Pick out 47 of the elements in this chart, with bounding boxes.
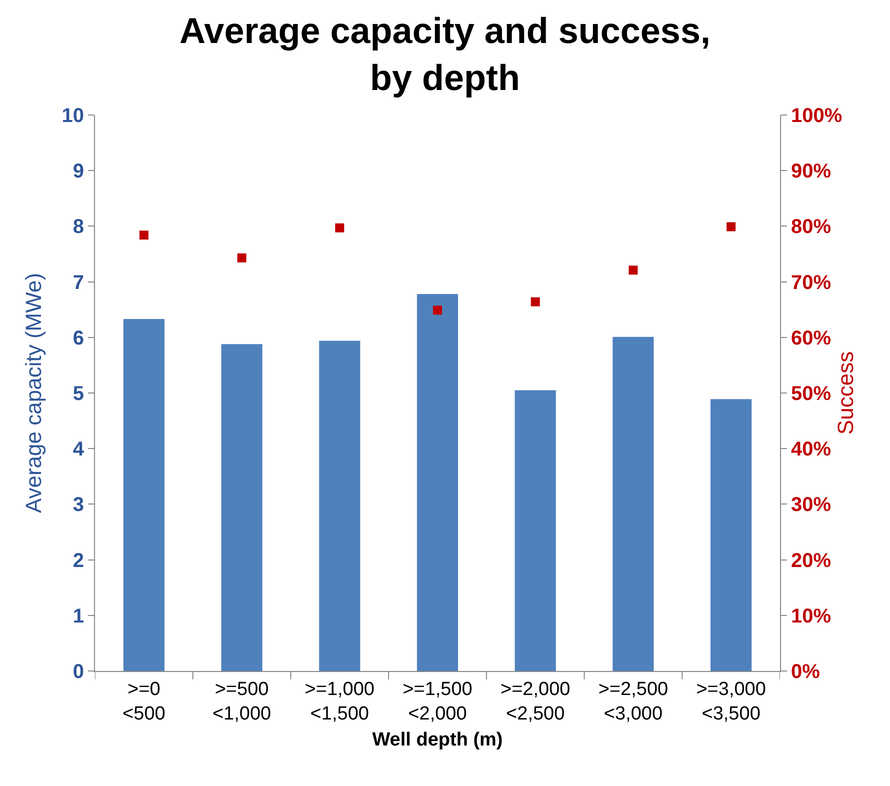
point <box>628 266 638 275</box>
bar <box>416 294 458 671</box>
y-tick-label: 0 <box>72 661 84 683</box>
y2-tick-label: 30% <box>791 494 832 516</box>
x-tick-label: >=2,500 <3,000 <box>598 678 668 724</box>
chart-title: Average capacity and success, by depth <box>180 10 710 98</box>
point <box>335 223 344 232</box>
point <box>530 297 540 306</box>
y-tick-label: 10 <box>62 105 84 127</box>
x-tick-label: >=1,000 <1,500 <box>304 678 375 724</box>
x-tick-label: >=3,000 <3,500 <box>696 678 766 724</box>
y-axis-title: Average capacity (MWe) <box>21 272 46 514</box>
y2-tick-label: 20% <box>791 550 832 572</box>
x-tick-label: >=1,500 <2,000 <box>402 678 472 724</box>
y2-tick-label: 50% <box>791 383 832 405</box>
y2-tick-label: 70% <box>791 272 832 294</box>
point <box>237 253 246 262</box>
x-tick-label: >=0 <500 <box>122 678 166 724</box>
y2-tick-label: 60% <box>791 327 832 350</box>
y2-tick-label: 80% <box>791 216 832 238</box>
y2-tick-label: 0% <box>791 661 820 683</box>
y2-tick-label: 40% <box>791 438 832 461</box>
point <box>726 222 736 232</box>
y-tick-label: 7 <box>72 272 84 294</box>
y2-axis-title: Success <box>833 351 858 435</box>
point <box>139 230 148 240</box>
y-tick-label: 8 <box>72 216 84 238</box>
bar <box>123 319 164 671</box>
bar <box>612 336 654 671</box>
x-tick-label: >=500 <1,000 <box>212 678 272 724</box>
x-tick-label: >=2,000 <2,500 <box>500 678 570 724</box>
y-tick-label: 9 <box>72 160 84 183</box>
y-tick-label: 5 <box>72 383 84 405</box>
y-tick-label: 2 <box>72 550 84 572</box>
y-tick-label: 3 <box>72 494 84 516</box>
y2-tick-label: 100% <box>791 105 842 127</box>
bar <box>221 344 262 671</box>
bar <box>514 390 556 671</box>
x-axis-title: Well depth (m) <box>372 729 503 750</box>
y-tick-label: 6 <box>72 327 84 350</box>
bar <box>319 340 360 671</box>
y-tick-label: 4 <box>72 438 85 461</box>
point <box>433 306 442 315</box>
y2-tick-label: 10% <box>791 605 832 628</box>
bar <box>710 399 752 671</box>
y2-tick-label: 90% <box>791 160 832 183</box>
y-tick-label: 1 <box>72 605 84 628</box>
